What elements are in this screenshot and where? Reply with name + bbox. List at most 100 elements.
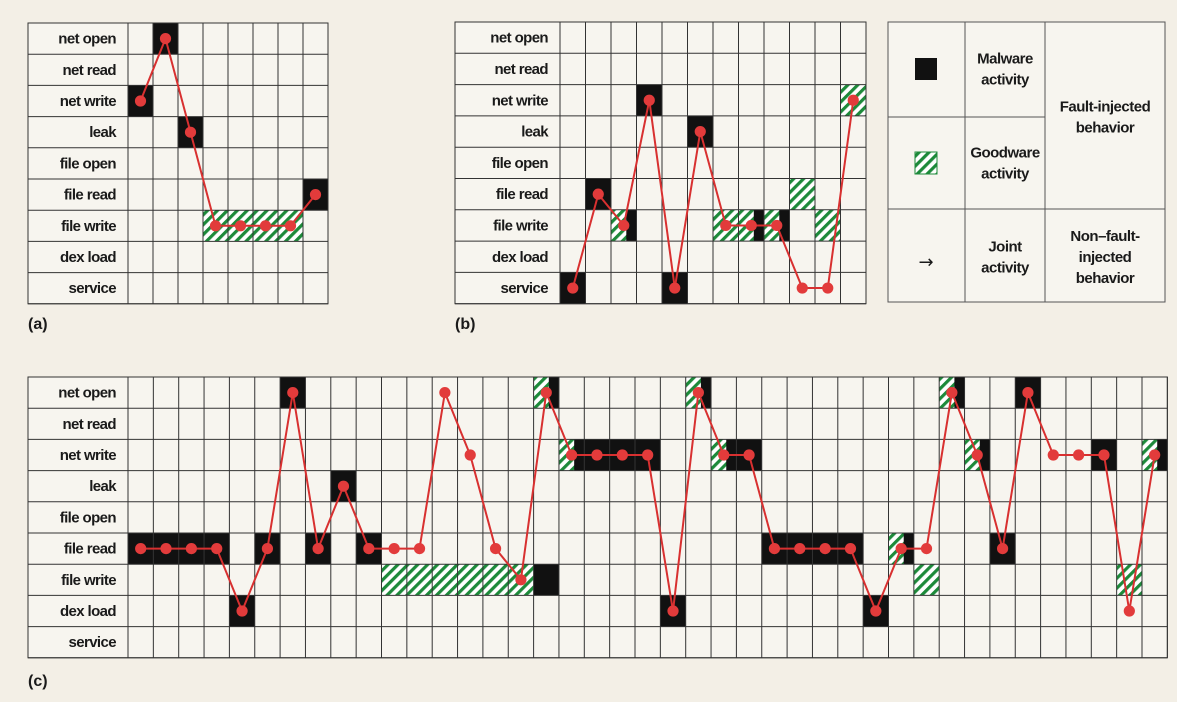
activity-point xyxy=(794,543,806,555)
activity-point xyxy=(996,543,1009,555)
activity-point xyxy=(618,219,630,232)
row-label: file open xyxy=(60,509,117,526)
legend-joint-label: activity xyxy=(981,260,1030,277)
goodware-cell xyxy=(381,564,407,596)
legend-goodware-label: Goodware xyxy=(970,145,1040,162)
activity-point xyxy=(669,282,681,294)
panel-letter: (a) xyxy=(28,316,48,333)
legend-joint-label: Joint xyxy=(988,239,1022,256)
row-label: net open xyxy=(58,385,116,402)
goodware-cell xyxy=(432,564,458,596)
activity-point xyxy=(309,189,322,201)
row-label: dex load xyxy=(60,603,116,620)
row-label: file write xyxy=(61,572,116,589)
activity-point xyxy=(284,220,297,232)
activity-point xyxy=(946,387,958,399)
row-label: leak xyxy=(521,124,549,141)
activity-point xyxy=(870,605,882,617)
activity-point xyxy=(540,387,552,399)
legend-non-fault-injected-label: behavior xyxy=(1076,270,1135,287)
activity-point xyxy=(159,33,172,45)
legend-fault-injected-label: behavior xyxy=(1076,120,1135,137)
row-label: net write xyxy=(492,92,549,109)
row-label: service xyxy=(68,280,116,297)
activity-point xyxy=(259,220,272,232)
activity-point xyxy=(184,126,197,138)
row-label: file write xyxy=(493,217,548,234)
row-label: net open xyxy=(490,30,548,47)
activity-point xyxy=(971,449,983,461)
activity-point xyxy=(847,94,859,106)
activity-point xyxy=(135,543,147,555)
goodware-cell xyxy=(482,564,509,596)
goodware-cell xyxy=(406,564,433,596)
malware-cell xyxy=(533,564,559,596)
activity-point xyxy=(134,95,147,107)
activity-point xyxy=(745,219,757,232)
activity-point xyxy=(1123,605,1135,617)
panel-letter: (c) xyxy=(28,673,48,690)
legend-non-fault-injected-label: injected xyxy=(1079,249,1132,266)
activity-point xyxy=(567,282,579,294)
activity-point xyxy=(261,543,274,555)
row-label: file read xyxy=(64,187,117,204)
row-label: net read xyxy=(494,61,548,78)
activity-point xyxy=(236,605,248,617)
activity-point xyxy=(439,387,451,399)
activity-point xyxy=(209,220,222,232)
legend-non-fault-injected-label: Non–fault- xyxy=(1070,228,1140,245)
activity-point xyxy=(895,543,907,555)
row-label: net read xyxy=(62,62,116,79)
row-label: net open xyxy=(58,31,116,48)
activity-point xyxy=(592,188,604,200)
activity-point xyxy=(1149,449,1161,461)
goodware-cell xyxy=(1116,564,1142,596)
row-label: file open xyxy=(60,155,117,172)
legend-malware-label: activity xyxy=(981,72,1030,89)
row-label: net write xyxy=(60,447,117,464)
activity-point xyxy=(287,387,299,399)
activity-point xyxy=(363,543,375,555)
activity-point xyxy=(771,219,783,232)
activity-point xyxy=(692,387,704,399)
activity-point xyxy=(616,449,628,461)
activity-point xyxy=(185,543,197,555)
panel-frame xyxy=(27,376,1168,659)
activity-point xyxy=(796,282,808,294)
activity-point xyxy=(720,219,732,232)
activity-point xyxy=(819,543,831,555)
goodware-cell xyxy=(457,564,483,596)
activity-point xyxy=(643,94,655,106)
row-label: dex load xyxy=(492,249,548,266)
activity-point xyxy=(566,449,578,461)
row-label: dex load xyxy=(60,249,116,266)
joint-arrow-icon: → xyxy=(918,252,933,273)
row-label: leak xyxy=(89,478,117,495)
activity-point xyxy=(844,543,857,555)
row-label: file read xyxy=(64,541,117,558)
activity-point xyxy=(694,125,706,138)
activity-point xyxy=(1047,449,1059,461)
activity-point xyxy=(743,449,755,461)
row-label: file read xyxy=(496,186,549,203)
panel-a: net open net read net write leak file open fi… xyxy=(27,22,329,333)
activity-point xyxy=(667,605,679,617)
goodware-swatch xyxy=(914,151,938,175)
goodware-cell xyxy=(789,178,815,210)
activity-point xyxy=(768,543,781,555)
panel-b: net open net read net write leak file open fi… xyxy=(454,21,867,333)
row-label: service xyxy=(500,280,548,297)
row-label: service xyxy=(68,634,116,651)
activity-point xyxy=(591,449,603,461)
panel-frame xyxy=(454,21,867,305)
legend-fault-injected-label: Fault-injected xyxy=(1060,99,1151,116)
activity-point xyxy=(920,543,933,555)
activity-point xyxy=(388,543,400,555)
goodware-cell xyxy=(913,564,940,596)
activity-point xyxy=(234,220,247,232)
legend-malware-label: Malware xyxy=(977,51,1033,68)
activity-point xyxy=(1022,387,1034,399)
row-label: net write xyxy=(60,93,117,110)
